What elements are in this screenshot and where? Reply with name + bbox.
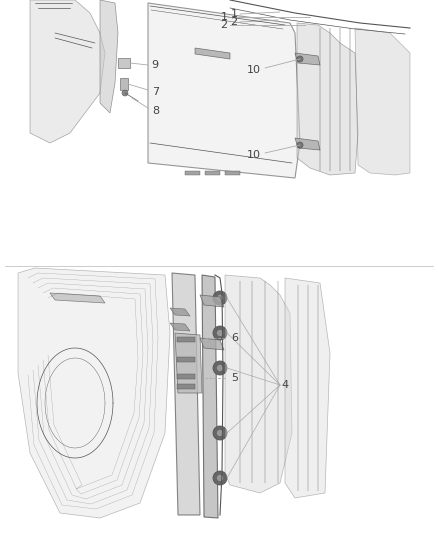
Polygon shape: [185, 171, 200, 175]
Bar: [177, 384, 195, 389]
Circle shape: [216, 329, 223, 336]
Polygon shape: [295, 53, 320, 65]
Text: 10: 10: [247, 65, 261, 75]
Text: 7: 7: [152, 87, 159, 97]
Circle shape: [297, 142, 303, 148]
Polygon shape: [295, 138, 320, 150]
Polygon shape: [100, 0, 118, 113]
Circle shape: [297, 56, 303, 62]
Text: 6: 6: [232, 333, 239, 343]
Text: 2: 2: [220, 20, 228, 30]
Circle shape: [216, 365, 223, 372]
Polygon shape: [202, 275, 218, 518]
Polygon shape: [225, 171, 240, 175]
Text: 2: 2: [230, 17, 237, 27]
Circle shape: [213, 471, 227, 485]
Circle shape: [213, 361, 227, 375]
Polygon shape: [148, 3, 300, 178]
Circle shape: [122, 90, 128, 96]
Text: 8: 8: [152, 106, 159, 116]
Text: 9: 9: [152, 60, 159, 70]
Circle shape: [216, 430, 223, 437]
Bar: [177, 374, 195, 379]
Circle shape: [216, 295, 223, 302]
Bar: [177, 337, 195, 342]
Polygon shape: [18, 268, 170, 518]
Polygon shape: [285, 278, 330, 498]
Text: 1: 1: [230, 9, 237, 19]
Text: 4: 4: [282, 380, 289, 390]
Bar: [177, 357, 195, 362]
Circle shape: [213, 291, 227, 305]
Text: 5: 5: [232, 373, 239, 383]
Polygon shape: [170, 323, 190, 331]
Polygon shape: [355, 28, 410, 175]
Circle shape: [213, 426, 227, 440]
Circle shape: [213, 326, 227, 340]
Polygon shape: [200, 338, 224, 350]
Polygon shape: [297, 23, 358, 175]
Polygon shape: [120, 78, 128, 90]
Polygon shape: [195, 48, 230, 59]
Polygon shape: [200, 295, 224, 307]
Polygon shape: [170, 308, 190, 316]
Polygon shape: [50, 293, 105, 303]
Text: 1: 1: [220, 12, 227, 22]
Polygon shape: [118, 58, 130, 68]
Polygon shape: [225, 275, 292, 493]
Polygon shape: [205, 171, 220, 175]
Polygon shape: [175, 333, 202, 393]
Circle shape: [216, 474, 223, 481]
Polygon shape: [172, 273, 200, 515]
Polygon shape: [30, 0, 105, 143]
Text: 10: 10: [247, 150, 261, 160]
